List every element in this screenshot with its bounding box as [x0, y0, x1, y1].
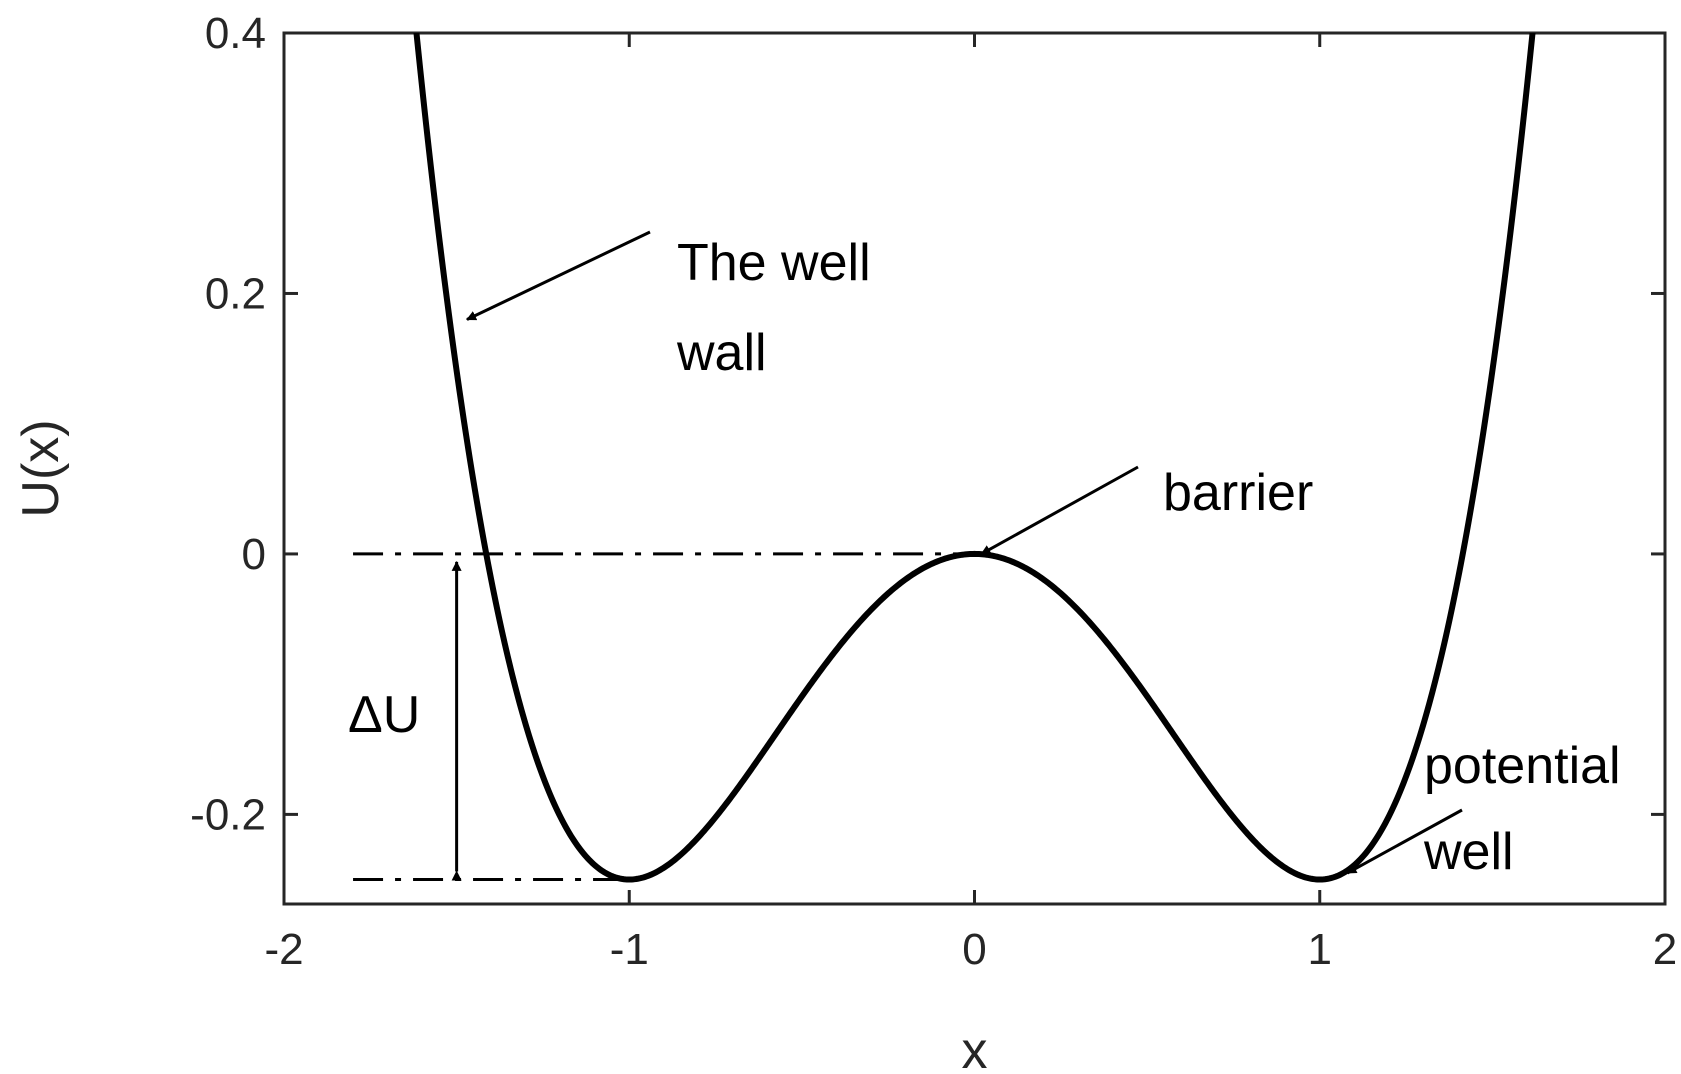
y-tick-label: 0.2 [205, 269, 266, 318]
y-tick-label: 0 [242, 530, 266, 579]
barrier-arrow [980, 465, 1139, 556]
reference-lines [353, 552, 975, 882]
wall-arrow [466, 230, 651, 321]
well-annotation-line: potential [1424, 737, 1621, 795]
ticks: -2 -1 0 1 2 -0.2 0 0.2 0.4 [190, 9, 1677, 974]
annotation-layer: The well wall barrier potential well ΔU [348, 230, 1621, 881]
barrier-annotation-line: barrier [1163, 464, 1313, 522]
well-annotation-line: well [1423, 823, 1514, 881]
wall-annotation-line: wall [676, 324, 767, 382]
x-tick-label: -2 [264, 925, 303, 974]
x-tick-label: -1 [610, 925, 649, 974]
y-tick-label: 0.4 [205, 9, 266, 58]
x-axis-label: x [962, 1022, 988, 1074]
y-tick-label: -0.2 [190, 790, 266, 839]
x-tick-label: 2 [1653, 925, 1677, 974]
well-arrow [1346, 808, 1463, 875]
y-axis-label: U(x) [12, 419, 70, 517]
delta-u-label-line: ΔU [348, 686, 420, 744]
x-tick-label: 1 [1308, 925, 1332, 974]
curve-layer [413, 33, 1536, 883]
potential-curve [413, 33, 1536, 883]
x-tick-label: 0 [962, 925, 986, 974]
wall-annotation-line: The well [677, 234, 871, 292]
